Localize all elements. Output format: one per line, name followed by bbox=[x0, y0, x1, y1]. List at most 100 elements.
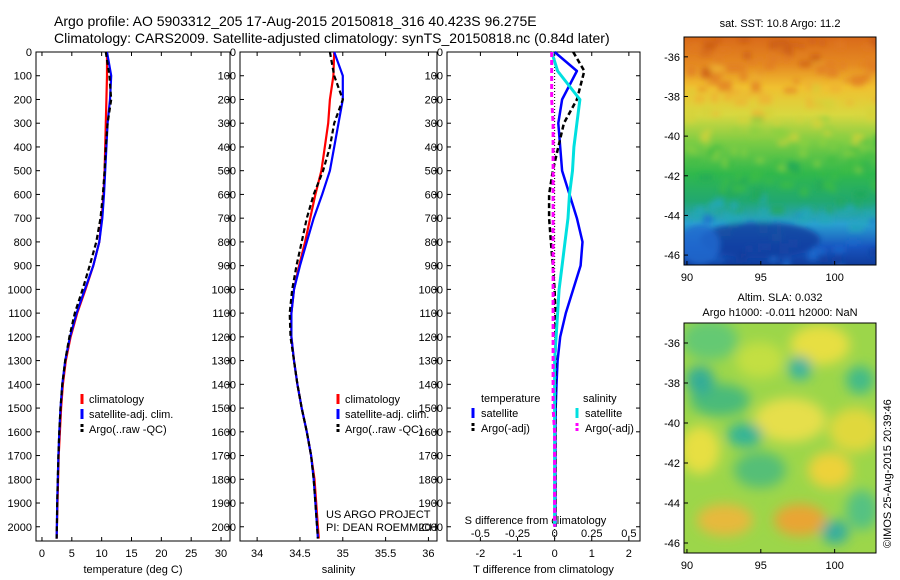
s-tick-label: 0 bbox=[552, 528, 558, 540]
sst-texture-cell bbox=[869, 38, 876, 44]
x-tick-label: 20 bbox=[155, 548, 167, 560]
sla-blob bbox=[684, 323, 738, 360]
depth-tick-label: 100 bbox=[218, 71, 236, 83]
sst-texture-cell bbox=[738, 37, 750, 43]
x-tick-label: 34 bbox=[251, 548, 263, 560]
sst-texture-cell bbox=[749, 60, 756, 65]
sst-texture-cell bbox=[684, 146, 695, 151]
sst-texture-cell bbox=[755, 195, 764, 200]
sst-texture-cell bbox=[743, 177, 754, 184]
depth-tick-label: 1800 bbox=[8, 474, 32, 486]
sst-texture-cell bbox=[814, 248, 826, 253]
sst-texture-cell bbox=[813, 160, 821, 167]
sst-texture-cell bbox=[836, 40, 845, 50]
x-axis-label-secondary: S difference from climatology bbox=[465, 515, 607, 527]
depth-tick-label: 900 bbox=[14, 261, 32, 273]
sst-texture-cell bbox=[684, 109, 697, 120]
x-tick-label: 15 bbox=[125, 548, 137, 560]
sst-texture-cell bbox=[723, 178, 731, 185]
map-x-tick-label: 100 bbox=[825, 560, 843, 572]
depth-tick-label: 100 bbox=[14, 71, 32, 83]
sst-texture-cell bbox=[784, 258, 790, 263]
sst-texture-cell bbox=[865, 220, 871, 225]
legend-label: Argo(-adj) bbox=[481, 423, 530, 435]
depth-tick-label: 1900 bbox=[419, 498, 443, 510]
sst-texture-cell bbox=[801, 64, 810, 68]
map-y-tick-label: -40 bbox=[664, 418, 680, 430]
sst-texture-cell bbox=[718, 80, 732, 92]
figure-title-line1: Argo profile: AO 5903312_205 17-Aug-2015… bbox=[54, 13, 537, 29]
sst-texture-cell bbox=[873, 207, 876, 211]
x-tick-label: 34.5 bbox=[289, 548, 310, 560]
sst-texture-cell bbox=[712, 112, 720, 116]
sst-texture-cell bbox=[736, 171, 743, 183]
sst-texture-cell bbox=[728, 161, 735, 171]
map-y-tick-label: -40 bbox=[664, 131, 680, 143]
sst-texture-cell bbox=[729, 190, 739, 198]
sst-texture-cell bbox=[800, 187, 808, 197]
x-axis-label: T difference from climatology bbox=[473, 564, 614, 576]
sst-texture-cell bbox=[850, 135, 855, 141]
sst-texture-cell bbox=[777, 141, 788, 146]
sst-texture-cell bbox=[708, 217, 715, 222]
sst-texture-cell bbox=[732, 215, 743, 222]
sst-texture-cell bbox=[722, 157, 727, 168]
sst-cold-blob bbox=[700, 222, 820, 258]
sst-texture-cell bbox=[751, 116, 764, 124]
sst-texture-cell bbox=[778, 164, 785, 172]
depth-tick-label: 0 bbox=[437, 47, 443, 59]
x-tick-label: 10 bbox=[96, 548, 108, 560]
sla-map-title-line2: Argo h1000: -0.011 h2000: NaN bbox=[702, 307, 857, 319]
depth-tick-label: 1400 bbox=[419, 379, 443, 391]
map-x-tick-label: 100 bbox=[825, 272, 843, 284]
sst-map-title: sat. SST: 10.8 Argo: 11.2 bbox=[720, 18, 841, 30]
sst-texture-cell bbox=[806, 79, 813, 91]
sst-texture-cell bbox=[757, 57, 764, 61]
sst-texture-cell bbox=[700, 106, 712, 118]
sst-texture-cell bbox=[820, 136, 826, 147]
sst-texture-cell bbox=[790, 42, 799, 48]
sst-texture-cell bbox=[759, 208, 769, 215]
sst-texture-cell bbox=[836, 204, 848, 209]
sst-texture-cell bbox=[788, 163, 800, 174]
sst-texture-cell bbox=[824, 61, 837, 66]
sst-texture-cell bbox=[865, 57, 870, 62]
sst-cold-blob bbox=[684, 225, 720, 265]
sst-texture-cell bbox=[869, 219, 876, 225]
depth-tick-label: 600 bbox=[425, 189, 443, 201]
sst-texture-cell bbox=[837, 211, 849, 215]
x-tick-label: 36 bbox=[422, 548, 434, 560]
depth-tick-label: 2000 bbox=[212, 522, 236, 534]
sst-texture-cell bbox=[776, 39, 789, 47]
sst-texture-cell bbox=[755, 157, 765, 163]
sst-texture-cell bbox=[798, 149, 808, 157]
sst-texture-cell bbox=[826, 67, 839, 77]
sst-texture-cell bbox=[840, 165, 853, 174]
sst-map: sat. SST: 10.8 Argo: 11.2 90 95 100 -36 -38 -… bbox=[664, 18, 877, 284]
sst-texture-cell bbox=[733, 178, 738, 183]
series-salinity-argo-adj bbox=[550, 52, 557, 527]
sst-texture-cell bbox=[853, 192, 867, 198]
depth-tick-label: 1600 bbox=[8, 427, 32, 439]
sla-blob bbox=[734, 452, 786, 488]
sst-texture-cell bbox=[719, 48, 725, 53]
depth-tick-label: 1200 bbox=[8, 332, 32, 344]
s-tick-label: 0.25 bbox=[581, 528, 602, 540]
map-x-tick-label: 95 bbox=[755, 272, 767, 284]
sst-texture-cell bbox=[706, 80, 712, 85]
sst-texture-cell bbox=[706, 148, 716, 157]
depth-tick-label: 200 bbox=[218, 94, 236, 106]
sla-blob bbox=[808, 452, 852, 488]
depth-tick-label: 800 bbox=[425, 237, 443, 249]
legend-label: satellite bbox=[481, 408, 518, 420]
sst-texture-cell bbox=[697, 87, 707, 91]
depth-tick-label: 700 bbox=[425, 213, 443, 225]
x-axis-label: salinity bbox=[322, 564, 356, 576]
sst-texture-cell bbox=[740, 65, 747, 72]
sst-texture-cell bbox=[866, 106, 876, 115]
sst-texture-cell bbox=[715, 58, 723, 66]
sst-texture-cell bbox=[695, 206, 706, 217]
sst-texture-cell bbox=[814, 99, 827, 107]
x-tick-label: 0 bbox=[552, 548, 558, 560]
sst-texture-cell bbox=[787, 49, 794, 56]
